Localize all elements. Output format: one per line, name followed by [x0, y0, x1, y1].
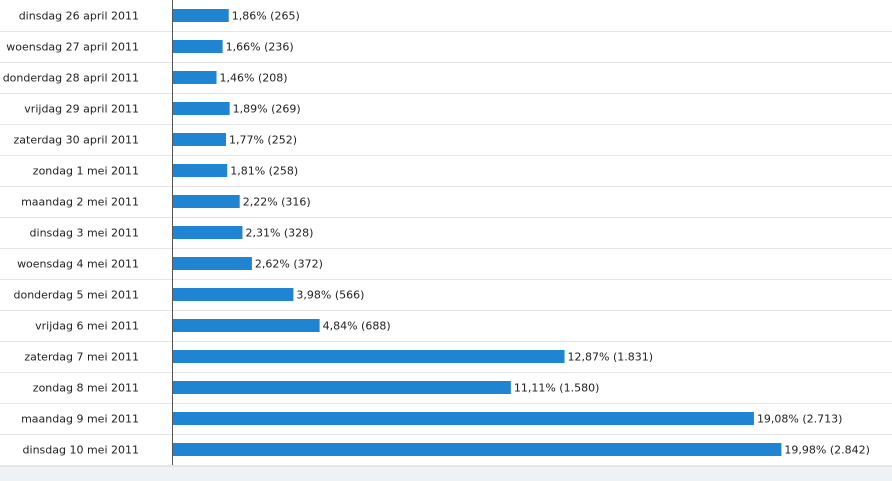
bar-value-label: 19,08% (2.713) [757, 413, 843, 426]
category-label: zaterdag 7 mei 2011 [24, 351, 139, 364]
bar[interactable] [172, 195, 240, 208]
bar[interactable] [172, 319, 320, 332]
category-label: maandag 9 mei 2011 [21, 413, 139, 426]
bar-value-label: 19,98% (2.842) [784, 444, 870, 457]
bar[interactable] [172, 9, 229, 22]
bar[interactable] [172, 257, 252, 270]
bar-value-label: 1,77% (252) [229, 134, 297, 147]
bar-value-label: 4,84% (688) [323, 320, 391, 333]
category-label: vrijdag 29 april 2011 [24, 103, 139, 116]
footer-strip [0, 466, 892, 481]
bar-value-label: 1,81% (258) [230, 165, 298, 178]
bar[interactable] [172, 412, 754, 425]
bar-value-label: 1,89% (269) [233, 103, 301, 116]
category-label: woensdag 27 april 2011 [6, 41, 139, 54]
bar[interactable] [172, 71, 217, 84]
bar[interactable] [172, 288, 294, 301]
category-label: vrijdag 6 mei 2011 [35, 320, 139, 333]
category-label: dinsdag 10 mei 2011 [23, 444, 139, 457]
bar[interactable] [172, 226, 243, 239]
bar[interactable] [172, 164, 228, 177]
bar-value-label: 2,62% (372) [255, 258, 323, 271]
category-label: zondag 8 mei 2011 [33, 382, 139, 395]
category-label: donderdag 5 mei 2011 [14, 289, 140, 302]
category-label: maandag 2 mei 2011 [21, 196, 139, 209]
bar[interactable] [172, 350, 565, 363]
bar-value-label: 3,98% (566) [296, 289, 364, 302]
bar[interactable] [172, 40, 223, 53]
category-label: woensdag 4 mei 2011 [17, 258, 139, 271]
category-label: dinsdag 3 mei 2011 [30, 227, 139, 240]
category-label: donderdag 28 april 2011 [3, 72, 139, 85]
bar-value-label: 2,31% (328) [245, 227, 313, 240]
category-label: zondag 1 mei 2011 [33, 165, 139, 178]
bar[interactable] [172, 133, 226, 146]
bar-value-label: 11,11% (1.580) [514, 382, 600, 395]
category-label: dinsdag 26 april 2011 [19, 10, 139, 23]
bar-value-label: 1,46% (208) [220, 72, 288, 85]
bar[interactable] [172, 102, 230, 115]
bar[interactable] [172, 443, 782, 456]
category-label: zaterdag 30 april 2011 [14, 134, 139, 147]
bar-value-label: 1,86% (265) [232, 10, 300, 23]
bar-value-label: 2,22% (316) [243, 196, 311, 209]
bar-value-label: 1,66% (236) [226, 41, 294, 54]
bar-value-label: 12,87% (1.831) [568, 351, 654, 364]
bar-chart: dinsdag 26 april 2011 1,86% (265) woensdag… [0, 0, 892, 466]
bar[interactable] [172, 381, 511, 394]
